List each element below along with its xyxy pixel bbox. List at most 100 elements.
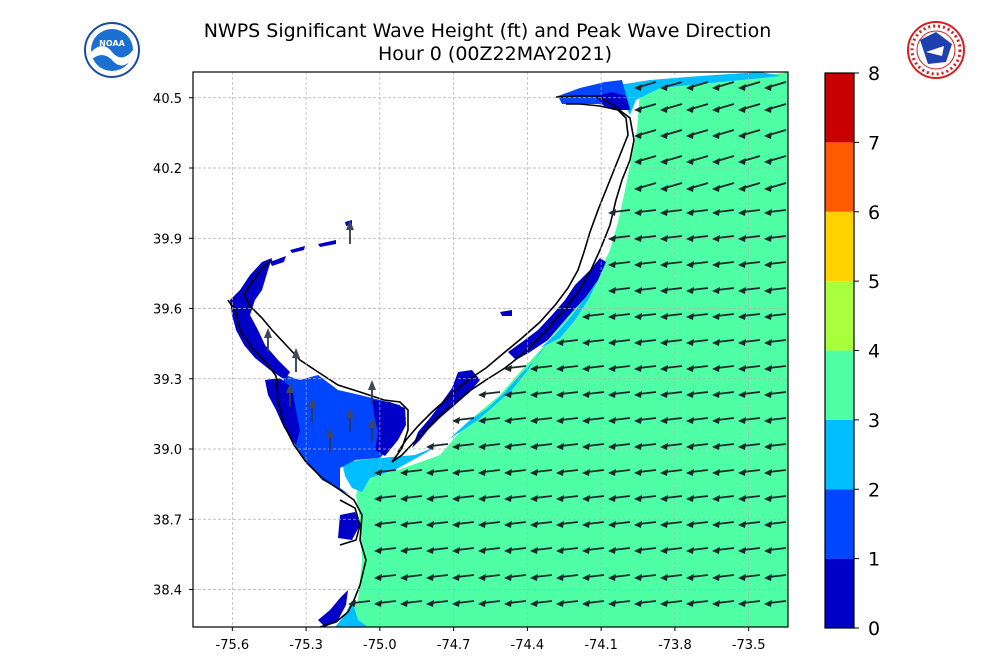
wave-arrow — [638, 443, 657, 447]
wave-arrow — [716, 495, 735, 499]
colorbar-tick-label: 1 — [868, 549, 880, 571]
wave-arrow — [638, 391, 657, 395]
wave-arrow-head — [738, 84, 746, 91]
wave-arrow — [508, 574, 527, 578]
wave-arrow-head — [426, 495, 434, 502]
wave-arrow-head — [738, 600, 746, 607]
bay-wave-arrow-head — [326, 428, 334, 438]
wave-arrow-head — [764, 313, 772, 320]
wave-arrow — [560, 391, 579, 395]
wave-arrow — [560, 469, 579, 473]
wave-arrow — [404, 574, 423, 578]
wave-arrow — [482, 521, 501, 525]
x-tick-label: -73.8 — [658, 638, 692, 653]
wave-arrow — [430, 521, 449, 525]
wave-arrow-head — [764, 443, 772, 450]
nws-logo — [907, 21, 965, 79]
wave-arrow-head — [608, 235, 616, 242]
wave-arrow — [482, 495, 501, 499]
nearshore-2-3ft — [618, 72, 782, 115]
wave-arrow-head — [738, 574, 746, 581]
wave-arrow — [664, 81, 683, 88]
wave-arrow-head — [530, 521, 538, 528]
wave-arrow — [508, 521, 527, 525]
wave-arrow — [638, 521, 657, 525]
wave-arrow — [664, 209, 683, 213]
wave-arrow — [742, 287, 761, 291]
wave-arrow-head — [764, 365, 772, 372]
wave-arrow-head — [582, 574, 590, 581]
coastline-delaware-west — [227, 299, 367, 627]
wave-arrow — [690, 129, 709, 136]
wave-arrow — [664, 235, 683, 239]
wave-arrow-head — [712, 132, 720, 139]
wave-arrow — [482, 391, 501, 395]
wave-arrow — [716, 261, 735, 265]
wave-arrow-head — [530, 391, 538, 398]
wave-arrow — [742, 235, 761, 239]
wave-arrow — [690, 600, 709, 604]
wave-arrow-head — [634, 521, 642, 528]
wave-arrow-head — [504, 600, 512, 607]
wave-arrow — [690, 235, 709, 239]
wave-arrow — [716, 521, 735, 525]
wave-arrow-head — [686, 521, 694, 528]
wave-arrow — [638, 495, 657, 499]
wave-arrow — [534, 600, 553, 604]
chart-title: NWPS Significant Wave Height (ft) and Pe… — [203, 20, 772, 42]
wave-arrow — [456, 574, 475, 578]
wave-arrow — [742, 574, 761, 578]
wave-arrow — [690, 547, 709, 551]
wave-arrow — [534, 574, 553, 578]
wave-arrow-head — [686, 600, 694, 607]
wave-arrow — [638, 339, 657, 343]
wave-arrow — [716, 574, 735, 578]
wave-arrow-head — [374, 574, 382, 581]
wave-arrow — [664, 129, 683, 136]
wave-arrow-head — [738, 469, 746, 476]
wave-arrow — [768, 81, 787, 88]
wave-arrow — [768, 155, 787, 162]
colorbar-tick-label: 0 — [868, 618, 880, 640]
wave-arrow-head — [556, 339, 564, 346]
wave-arrow-head — [686, 547, 694, 554]
wave-arrow-head — [738, 158, 746, 165]
wave-arrow — [378, 469, 397, 473]
wave-arrow-head — [634, 443, 642, 450]
back-bay-0-1ft — [508, 258, 606, 360]
colorbar-bin — [825, 73, 854, 143]
wave-arrow — [768, 287, 787, 291]
wave-arrow-head — [400, 469, 408, 476]
wave-arrow — [638, 235, 657, 239]
wave-arrow — [690, 443, 709, 447]
wave-arrow-head — [556, 547, 564, 554]
wave-arrow — [534, 521, 553, 525]
wave-arrow — [586, 600, 605, 604]
wave-arrow-head — [400, 521, 408, 528]
wave-arrow-head — [400, 600, 408, 607]
wave-arrow-head — [504, 521, 512, 528]
wave-arrow-head — [660, 600, 668, 607]
wave-arrow-head — [634, 235, 642, 242]
wave-arrow-head — [712, 391, 720, 398]
wave-arrow-head — [660, 417, 668, 424]
wave-arrow — [716, 547, 735, 551]
wave-arrow — [664, 495, 683, 499]
wave-arrow-head — [738, 106, 746, 113]
wave-arrow-head — [686, 469, 694, 476]
wave-arrow — [716, 469, 735, 473]
wave-arrow-head — [764, 417, 772, 424]
wave-arrow — [768, 129, 787, 136]
x-tick-label: -74.4 — [511, 638, 545, 653]
chart-subtitle: Hour 0 (00Z22MAY2021) — [377, 43, 612, 65]
wave-arrow-head — [426, 443, 434, 450]
wave-arrow-head — [478, 600, 486, 607]
wave-arrow-head — [660, 209, 668, 216]
colorbar-tick-label: 8 — [868, 63, 880, 85]
wave-arrow-head — [712, 261, 720, 268]
wave-arrow-head — [686, 132, 694, 139]
wave-arrow — [742, 495, 761, 499]
wave-arrow-head — [660, 443, 668, 450]
y-tick-label: 39.6 — [153, 303, 182, 318]
